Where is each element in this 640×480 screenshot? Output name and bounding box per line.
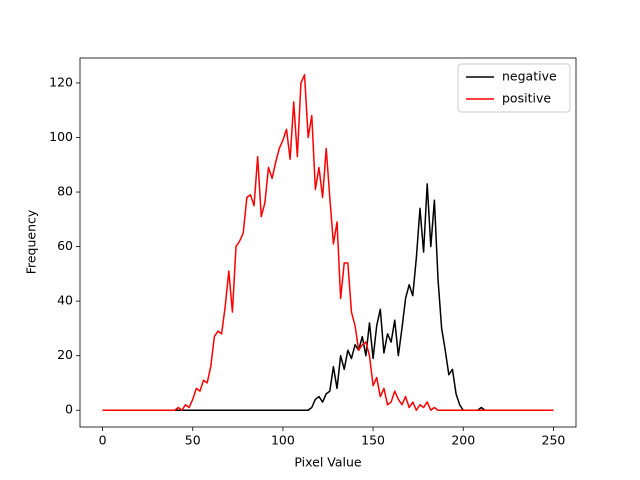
plot-frame [79,57,577,428]
y-axis-label: Frequency [24,209,39,274]
y-tick-label: 20 [57,347,73,362]
x-tick-label: 200 [451,433,475,448]
legend-box [457,63,571,113]
line [102,74,554,411]
y-tick-label: 40 [57,293,73,308]
y-tick-label: 120 [49,74,73,89]
x-tick-label: 0 [99,433,107,448]
x-tick-label: 50 [185,433,201,448]
x-tick-label: 250 [542,433,566,448]
y-tick-label: 80 [57,184,73,199]
x-axis-label: Pixel Value [294,455,362,470]
legend-label: negative [502,69,557,84]
y-tick-label: 0 [65,402,73,417]
legend-label: positive [502,91,551,106]
y-tick-label: 100 [49,129,73,144]
y-tick-label: 60 [57,238,73,253]
x-tick-label: 150 [361,433,385,448]
x-tick-label: 100 [271,433,295,448]
